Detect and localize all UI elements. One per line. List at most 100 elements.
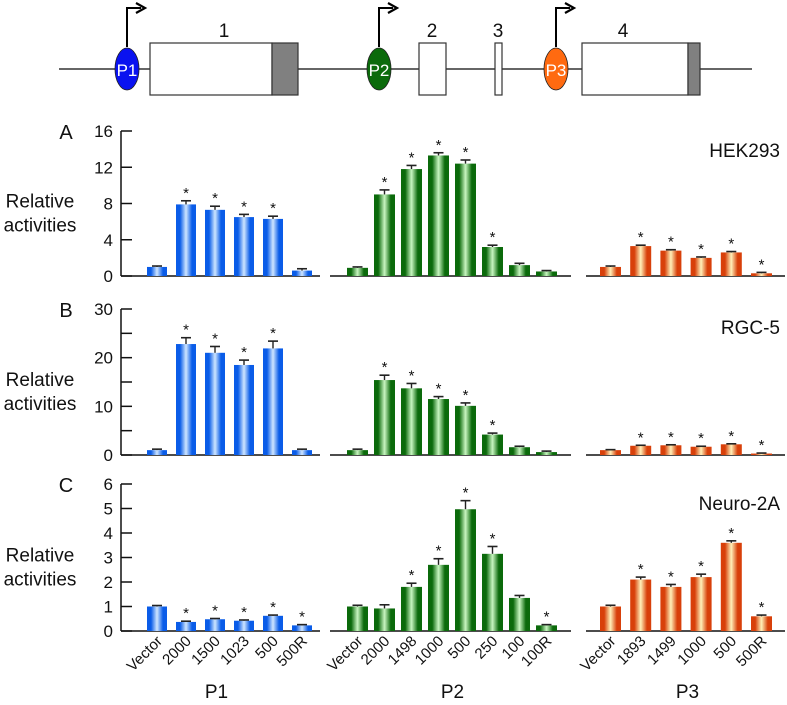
x-tick-label: 1893: [614, 633, 650, 669]
x-tick-label: 500: [445, 633, 475, 663]
x-tick-label: 1499: [644, 633, 680, 669]
bar: [751, 453, 772, 455]
series-p1: * * * * *: [121, 599, 320, 632]
promoter-p1-oval: [114, 47, 140, 91]
series-p2: * * * * *: [330, 137, 571, 277]
significance-star: *: [759, 599, 765, 616]
x-tick-label: 500R: [273, 633, 310, 670]
significance-star: *: [270, 200, 276, 217]
promoter-p1: P1: [114, 2, 148, 91]
bar: [176, 621, 196, 631]
bar: [482, 247, 503, 276]
bar: [600, 450, 621, 455]
significance-star: *: [668, 234, 674, 251]
bar: [600, 266, 621, 276]
x-tick-label: 1000: [674, 633, 710, 669]
bar: [509, 597, 530, 631]
promoter-p1-label: P1: [117, 61, 138, 80]
promoter-p3: P3: [543, 2, 577, 91]
significance-star: *: [241, 344, 247, 361]
exon-4-utr: [687, 42, 701, 96]
significance-star: *: [270, 325, 276, 342]
series-p3: * * * * *: [586, 229, 785, 277]
bar: [720, 444, 742, 455]
exon-3-label: 3: [493, 21, 504, 42]
bar: [347, 267, 368, 276]
significance-star: *: [183, 185, 189, 202]
series-p2: * * * * *: [330, 359, 571, 456]
bar: [660, 250, 682, 276]
significance-star: *: [409, 567, 415, 584]
bar: [401, 388, 422, 455]
y-tick-label: 20: [94, 349, 113, 368]
gene-schematic: 1 2 3 4 P1 P2 P3: [59, 2, 752, 96]
significance-star: *: [212, 190, 218, 207]
y-tick-label: 8: [104, 195, 113, 214]
x-tick-label: Vector: [577, 633, 619, 675]
significance-star: *: [299, 609, 305, 626]
significance-star: *: [183, 322, 189, 339]
bar: [292, 270, 312, 276]
exon-1-box: [149, 42, 273, 96]
bar: [536, 625, 557, 631]
y-tick-label: 16: [94, 122, 113, 141]
y-tick-label: 0: [104, 622, 113, 641]
significance-star: *: [728, 428, 734, 445]
x-tick-label: 2000: [358, 633, 394, 669]
x-tick-label: 250: [472, 633, 502, 663]
bar: [205, 352, 225, 455]
x-tick-label: 1023: [217, 633, 253, 669]
bar: [374, 608, 395, 631]
significance-star: *: [463, 387, 469, 404]
bar: [374, 194, 395, 276]
promoter-p3-label: P3: [546, 61, 567, 80]
tss-arrow-p2-icon: [378, 7, 393, 47]
significance-star: *: [544, 609, 550, 626]
panel-letter: A: [59, 122, 73, 144]
significance-star: *: [728, 236, 734, 253]
bar: [600, 606, 621, 631]
significance-star: *: [759, 437, 765, 454]
significance-star: *: [436, 543, 442, 560]
bar: [690, 446, 712, 455]
bar: [660, 445, 682, 455]
bar: [720, 542, 742, 631]
series-p1: * * * *: [121, 322, 320, 456]
x-tick-label: 2000: [159, 633, 195, 669]
group-label: P2: [441, 682, 464, 703]
significance-star: *: [436, 381, 442, 398]
y-tick-label: 30: [94, 300, 113, 319]
exon-4-box: [581, 42, 689, 96]
significance-star: *: [270, 599, 276, 616]
bar: [176, 204, 196, 276]
bar: [428, 564, 449, 631]
y-tick-label: 6: [104, 475, 113, 494]
cell-line-label: HEK293: [709, 141, 780, 162]
significance-star: *: [759, 256, 765, 273]
bar: [630, 246, 652, 276]
bar: [690, 257, 712, 276]
bar: [690, 577, 712, 631]
significance-star: *: [183, 605, 189, 622]
exon-1-utr: [271, 42, 299, 96]
bar: [205, 209, 225, 276]
tss-arrowhead-p1-icon: [135, 2, 148, 14]
tss-arrow-p3-icon: [555, 7, 570, 47]
significance-star: *: [728, 525, 734, 542]
bar: [751, 273, 772, 276]
x-tick-label: 1500: [188, 633, 224, 669]
significance-star: *: [638, 429, 644, 446]
x-tick-label: 100R: [518, 633, 555, 670]
significance-star: *: [490, 229, 496, 246]
significance-star: *: [241, 604, 247, 621]
exon-4-label: 4: [618, 21, 629, 42]
panel-letter: C: [59, 475, 73, 497]
promoter-p2-oval: [366, 47, 392, 91]
bar: [509, 447, 530, 455]
bar: [147, 266, 167, 276]
significance-star: *: [638, 561, 644, 578]
cell-line-label: Neuro-2A: [699, 494, 781, 515]
